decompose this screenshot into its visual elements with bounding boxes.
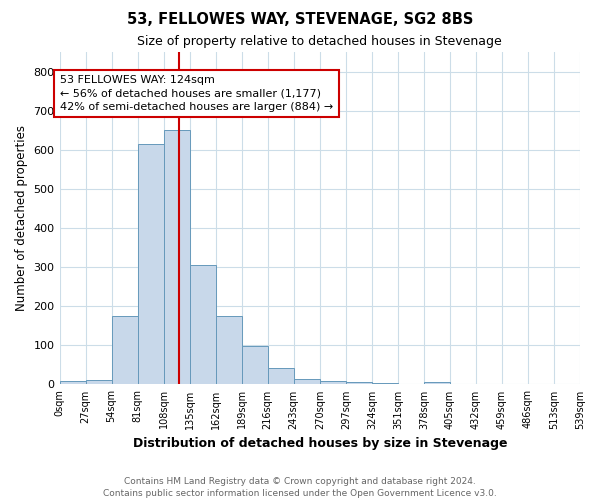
Bar bbox=[320, 382, 346, 384]
Bar bbox=[346, 382, 372, 384]
Text: 53 FELLOWES WAY: 124sqm
← 56% of detached houses are smaller (1,177)
42% of semi: 53 FELLOWES WAY: 124sqm ← 56% of detache… bbox=[60, 76, 333, 112]
Bar bbox=[268, 368, 294, 384]
Title: Size of property relative to detached houses in Stevenage: Size of property relative to detached ho… bbox=[137, 35, 502, 48]
Bar bbox=[112, 316, 137, 384]
X-axis label: Distribution of detached houses by size in Stevenage: Distribution of detached houses by size … bbox=[133, 437, 507, 450]
Bar bbox=[86, 380, 112, 384]
Bar bbox=[215, 316, 242, 384]
Y-axis label: Number of detached properties: Number of detached properties bbox=[15, 125, 28, 311]
Text: Contains HM Land Registry data © Crown copyright and database right 2024.
Contai: Contains HM Land Registry data © Crown c… bbox=[103, 476, 497, 498]
Bar bbox=[242, 346, 268, 385]
Text: 53, FELLOWES WAY, STEVENAGE, SG2 8BS: 53, FELLOWES WAY, STEVENAGE, SG2 8BS bbox=[127, 12, 473, 28]
Bar bbox=[190, 265, 215, 384]
Bar bbox=[164, 130, 190, 384]
Bar bbox=[59, 382, 86, 384]
Bar bbox=[137, 144, 164, 384]
Bar bbox=[294, 380, 320, 384]
Bar bbox=[424, 382, 450, 384]
